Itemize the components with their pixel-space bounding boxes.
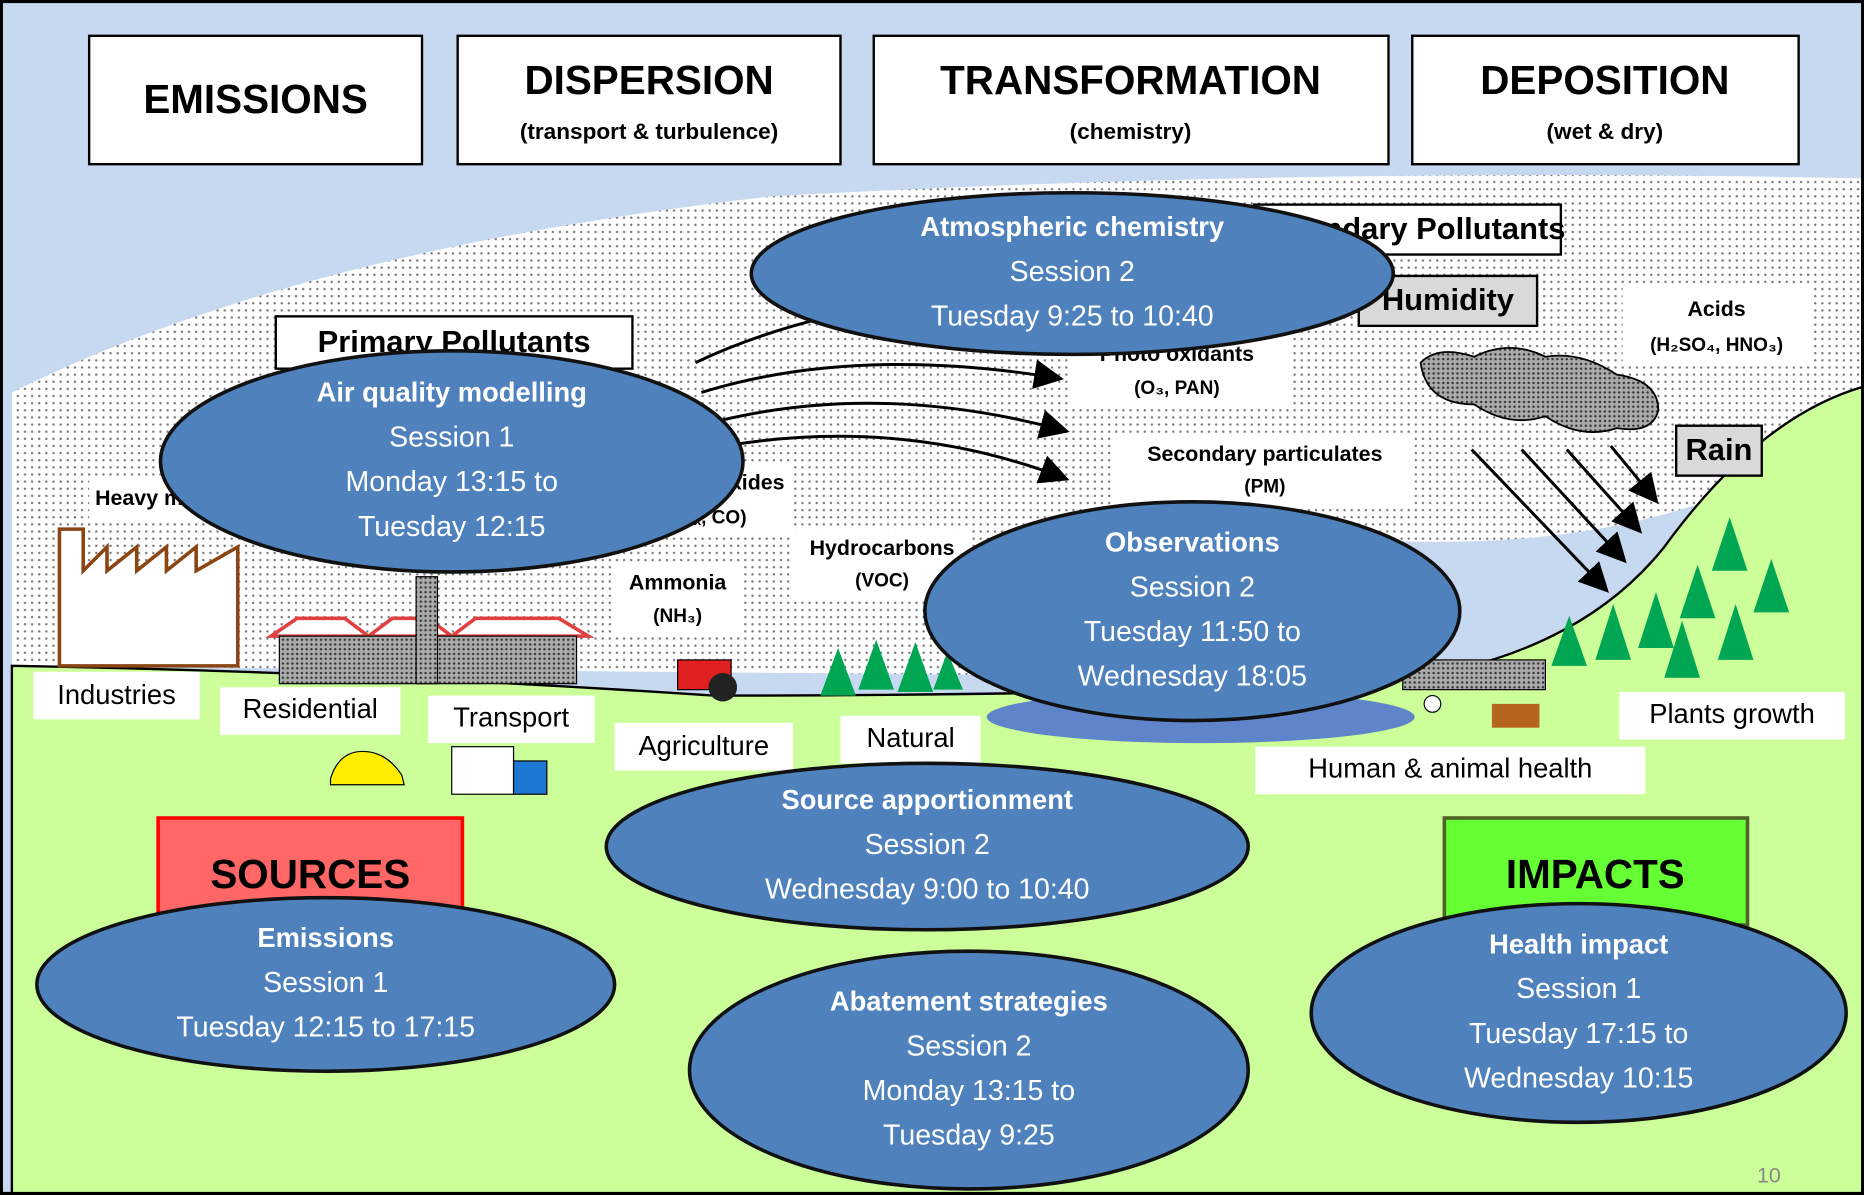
- header-box: [1411, 34, 1800, 166]
- session-title: Health impact: [1489, 928, 1668, 959]
- header-subtitle: (chemistry): [1070, 119, 1192, 144]
- arrow: [1609, 444, 1659, 505]
- hydrocarbons: Hydrocarbons: [810, 536, 955, 560]
- session-time: Tuesday 17:15 to: [1469, 1018, 1688, 1050]
- session-title: Air quality modelling: [317, 377, 587, 408]
- cloud: [1419, 347, 1660, 433]
- session-time: Wednesday 9:00 to 10:40: [765, 874, 1089, 906]
- header-title: DISPERSION: [524, 57, 773, 103]
- session-number: Session 2: [1010, 256, 1135, 288]
- session-title: Abatement strategies: [830, 985, 1108, 1016]
- ammonia: Ammonia: [629, 570, 727, 594]
- header-subtitle: (transport & turbulence): [520, 119, 778, 144]
- factory: [57, 527, 240, 668]
- session-ellipse: [749, 190, 1396, 357]
- label-box: [612, 563, 743, 633]
- header-title: DEPOSITION: [1480, 57, 1729, 103]
- session-number: Session 2: [906, 1030, 1031, 1062]
- ground-label: Natural: [867, 722, 955, 753]
- session-ellipse: [923, 500, 1462, 723]
- humidity: Humidity: [1382, 282, 1515, 317]
- session-number: Session 2: [1130, 571, 1255, 603]
- label-box: [1674, 424, 1763, 477]
- truck-box: [451, 746, 515, 795]
- ammonia-formula: (NH₃): [653, 606, 702, 627]
- header-box: [456, 34, 842, 166]
- arrow: [712, 401, 1070, 439]
- session-number: Session 1: [1516, 973, 1641, 1005]
- session-time: Monday 13:15 to: [346, 466, 558, 498]
- session-time: Wednesday 18:05: [1078, 661, 1307, 693]
- arrow: [1520, 448, 1627, 564]
- page-number: 10: [1757, 1164, 1781, 1188]
- session-title: Emissions: [257, 922, 394, 953]
- session-ellipse: [1309, 901, 1848, 1125]
- session-title: Observations: [1105, 527, 1280, 558]
- ground-label: Plants growth: [1649, 698, 1815, 729]
- header-box: [87, 34, 424, 166]
- icons: [57, 517, 1790, 795]
- session-ellipse: [687, 949, 1250, 1191]
- acids-formula: (H₂SO₄, HNO₃): [1650, 335, 1783, 356]
- tower: [415, 576, 439, 685]
- trees: [820, 517, 1790, 696]
- header-box: [872, 34, 1390, 166]
- session-number: Session 1: [263, 967, 388, 999]
- header-subtitle: (wet & dry): [1547, 119, 1664, 144]
- session-time: Wednesday 10:15: [1464, 1062, 1693, 1094]
- car: [329, 750, 405, 786]
- header-title: TRANSFORMATION: [940, 57, 1321, 103]
- session-time: Monday 13:15 to: [863, 1075, 1075, 1107]
- label-box: [1622, 285, 1813, 367]
- session-time: Tuesday 9:25: [883, 1119, 1055, 1151]
- session-title: Source apportionment: [781, 784, 1073, 815]
- cow: [1491, 703, 1540, 728]
- secondary-particulates-formula: (PM): [1244, 477, 1285, 498]
- arrow: [1565, 448, 1643, 534]
- ground-label: Industries: [57, 679, 175, 710]
- arrow: [1470, 448, 1609, 593]
- session-title: Atmospheric chemistry: [920, 211, 1225, 242]
- session-ellipse: [604, 761, 1250, 932]
- ground-labels: Industries Residential Transport Agricul…: [33, 671, 1845, 795]
- person: [1423, 694, 1442, 713]
- ground-label: Agriculture: [638, 730, 769, 761]
- session-ellipse: [158, 349, 745, 574]
- ground-label: Human & animal health: [1308, 753, 1592, 784]
- photo-oxidants-formula: (O₃, PAN): [1134, 378, 1220, 399]
- ground-label: Transport: [453, 702, 569, 733]
- session-number: Session 2: [865, 829, 990, 861]
- secondary-particulates: Secondary particulates: [1147, 442, 1382, 466]
- arrow: [724, 434, 1070, 484]
- session-number: Session 1: [389, 422, 514, 454]
- header-title: EMISSIONS: [143, 76, 368, 122]
- session-time: Tuesday 12:15 to 17:15: [176, 1012, 475, 1044]
- header: EMISSIONS DISPERSION (transport & turbul…: [87, 34, 1800, 166]
- ground-label: Residential: [243, 693, 378, 724]
- arrow: [700, 359, 1064, 394]
- acids: Acids: [1687, 297, 1745, 321]
- hydrocarbons-formula: (VOC): [855, 570, 909, 591]
- session-time: Tuesday 11:50 to: [1084, 616, 1301, 648]
- sources: SOURCES: [210, 851, 410, 897]
- session-time: Tuesday 9:25 to 10:40: [931, 301, 1214, 333]
- session-ellipse: [35, 895, 617, 1074]
- tractor-wheel: [708, 672, 738, 702]
- session-time: Tuesday 12:15: [358, 511, 546, 543]
- sessions: Atmospheric chemistry Session 2 Tuesday 9:…: [35, 190, 1848, 1191]
- truck-cab: [512, 760, 548, 795]
- label-box: [1115, 435, 1415, 507]
- impacts: IMPACTS: [1506, 851, 1685, 897]
- rain: Rain: [1685, 432, 1752, 467]
